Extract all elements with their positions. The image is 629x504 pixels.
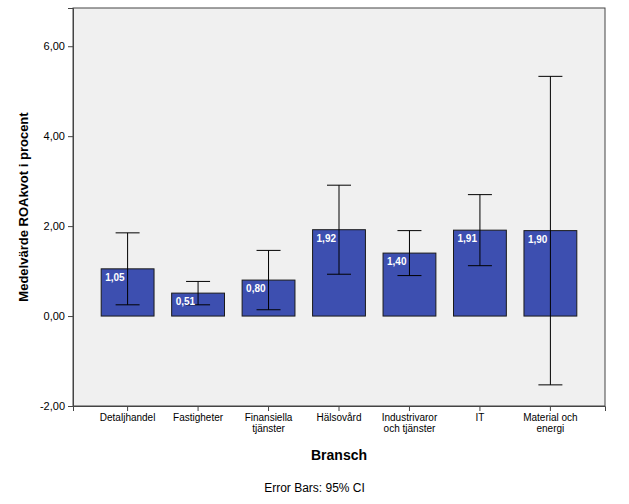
error-bar xyxy=(397,231,421,276)
error-bar-cap xyxy=(116,304,140,305)
plot-background xyxy=(73,8,605,406)
x-tick-label: Hälsovård xyxy=(316,412,361,423)
y-tick-mark xyxy=(68,46,73,47)
annotation: Error Bars: 95% CI xyxy=(264,481,365,495)
error-bar-cap xyxy=(538,76,562,77)
plot-frame xyxy=(73,8,605,406)
y-tick-mark xyxy=(68,226,73,227)
y-axis-line xyxy=(68,9,74,407)
x-tick-mark xyxy=(550,406,551,411)
error-bar-stem xyxy=(198,281,199,304)
data-label: 1,05 xyxy=(105,272,125,283)
data-label: 0,80 xyxy=(246,283,266,294)
error-bar-cap xyxy=(468,265,492,266)
error-bar-stem xyxy=(550,76,551,385)
error-bar-cap xyxy=(116,232,140,233)
error-bar-cap xyxy=(327,185,351,186)
y-tick: -2,00 xyxy=(40,400,73,412)
error-bar xyxy=(116,233,140,305)
x-tick-label: Material ochenergi xyxy=(523,412,577,434)
y-tick: 6,00 xyxy=(44,40,73,52)
error-bar-cap xyxy=(327,274,351,275)
y-tick-mark xyxy=(68,136,73,137)
y-tick-label: 0,00 xyxy=(44,310,65,322)
x-tick-label: Finansiellatjänster xyxy=(245,412,293,434)
x-axis-line xyxy=(74,407,606,412)
y-tick-mark xyxy=(68,406,73,407)
y-tick-label: 4,00 xyxy=(44,130,65,142)
y-tick: 2,00 xyxy=(44,220,73,232)
error-bar-cap xyxy=(257,309,281,310)
x-tick-label: IT xyxy=(475,412,484,423)
marks xyxy=(101,76,577,385)
x-tick: Fastigheter xyxy=(173,406,224,423)
error-bar-cap xyxy=(186,281,210,282)
data-label: 1,90 xyxy=(528,234,548,245)
x-tick: IT xyxy=(475,406,484,423)
x-tick-mark xyxy=(268,406,269,411)
y-axis: -2,00 0,00 2,00 4,00 6,00 xyxy=(40,9,74,413)
y-tick-mark xyxy=(68,316,73,317)
x-tick-mark xyxy=(127,406,128,411)
error-bar-cap xyxy=(538,384,562,385)
error-bar-cap xyxy=(397,275,421,276)
data-labels: 1,05 0,51 0,80 1,92 1,40 1,91 1,90 xyxy=(105,233,548,307)
y-tick-label: -2,00 xyxy=(40,400,65,412)
x-tick-mark xyxy=(409,406,410,411)
x-tick: Industrivaroroch tjänster xyxy=(382,406,438,434)
data-label: 1,40 xyxy=(387,256,407,267)
x-tick: Hälsovård xyxy=(316,406,361,423)
error-bar-stem xyxy=(409,231,410,276)
x-axis: Detaljhandel Fastigheter Finansiellatjänst… xyxy=(74,406,606,434)
x-tick-mark xyxy=(479,406,480,411)
data-label: 1,91 xyxy=(458,233,478,244)
y-axis-title: Medelvärde ROAkvot i procent xyxy=(16,112,31,302)
x-axis-title: Bransch xyxy=(311,447,367,463)
error-bar-cap xyxy=(257,250,281,251)
x-tick-mark xyxy=(198,406,199,411)
y-tick: 0,00 xyxy=(44,310,73,322)
x-tick-label: Industrivaroroch tjänster xyxy=(382,412,438,434)
error-bar-cap xyxy=(397,230,421,231)
error-bar-stem xyxy=(127,233,128,305)
error-bar-stem xyxy=(339,185,340,274)
x-tick: Material ochenergi xyxy=(523,406,577,434)
y-tick-label: 6,00 xyxy=(44,40,65,52)
error-bar xyxy=(327,185,351,274)
error-bar-stem xyxy=(479,195,480,266)
data-label: 0,51 xyxy=(176,296,196,307)
x-tick-label: Detaljhandel xyxy=(100,412,156,423)
error-bar-cap xyxy=(468,194,492,195)
error-bar xyxy=(538,76,562,385)
y-tick-label: 2,00 xyxy=(44,220,65,232)
error-bar xyxy=(257,250,281,309)
data-label: 1,92 xyxy=(317,233,337,244)
y-tick: 4,00 xyxy=(44,130,73,142)
x-tick: Detaljhandel xyxy=(100,406,156,423)
error-bar-stem xyxy=(268,250,269,309)
error-bar xyxy=(468,195,492,266)
chart: 1,05 0,51 0,80 1,92 1,40 1,91 1,90 -2,00 0,00 2,0… xyxy=(0,0,629,504)
x-tick: Finansiellatjänster xyxy=(245,406,293,434)
x-tick-mark xyxy=(339,406,340,411)
x-tick-label: Fastigheter xyxy=(173,412,224,423)
